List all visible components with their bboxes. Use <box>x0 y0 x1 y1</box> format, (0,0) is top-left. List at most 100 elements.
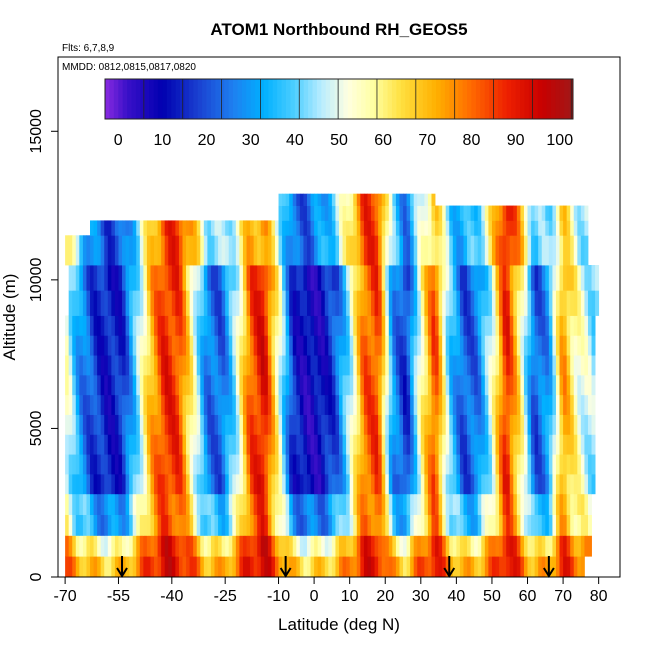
heatmap-cell <box>580 556 585 578</box>
heatmap-cell <box>200 514 205 536</box>
heatmap-cell <box>342 315 347 336</box>
heatmap-cell <box>456 514 461 536</box>
heatmap-cell <box>360 556 365 578</box>
heatmap-cell <box>321 473 326 495</box>
heatmap-cell <box>118 315 123 336</box>
heatmap-cell <box>317 454 322 475</box>
heatmap-cell <box>171 454 176 475</box>
flight-marker-arrowhead <box>543 567 555 578</box>
heatmap-cell <box>502 355 507 376</box>
heatmap-cell <box>324 220 329 236</box>
heatmap-cell <box>367 205 372 221</box>
heatmap-cell <box>328 414 333 435</box>
colorbar-swatch <box>140 79 146 119</box>
heatmap-cell <box>403 235 407 266</box>
heatmap-cell <box>456 434 461 455</box>
heatmap-cell <box>413 414 418 435</box>
heatmap-cell <box>82 355 87 376</box>
heatmap-cell <box>299 473 304 495</box>
heatmap-cell <box>232 493 237 515</box>
heatmap-cell <box>555 535 560 557</box>
heatmap-cell <box>207 514 212 536</box>
heatmap-cell <box>484 414 489 435</box>
heatmap-cell <box>420 290 425 316</box>
colorbar-swatch <box>325 79 331 119</box>
heatmap-cell <box>509 454 514 475</box>
heatmap-cell <box>196 315 201 336</box>
heatmap-cell <box>68 473 73 495</box>
heatmap-cell <box>502 493 507 515</box>
heatmap-cell <box>292 315 297 336</box>
heatmap-cell <box>363 235 368 266</box>
heatmap-cell <box>306 220 311 236</box>
heatmap-cell <box>328 493 333 515</box>
heatmap-cell <box>72 454 77 475</box>
heatmap-cell <box>136 473 141 495</box>
colorbar-swatch <box>387 79 393 119</box>
heatmap-cell <box>395 473 400 495</box>
heatmap-cell <box>314 205 319 221</box>
heatmap-cell <box>214 473 219 495</box>
heatmap-cell <box>438 493 443 515</box>
colorbar-tick-label: 80 <box>463 132 481 149</box>
heatmap-cell <box>260 315 265 336</box>
heatmap-cell <box>552 265 557 291</box>
heatmap-cell <box>164 220 169 236</box>
heatmap-cell <box>520 556 525 578</box>
heatmap-cell <box>388 535 393 557</box>
heatmap-cell <box>168 315 173 336</box>
heatmap-cell <box>65 315 70 336</box>
heatmap-cell <box>395 394 400 415</box>
heatmap-cell <box>523 235 528 266</box>
heatmap-cell <box>477 235 482 266</box>
heatmap-cell <box>538 220 543 236</box>
heatmap-cell <box>545 315 550 336</box>
heatmap-cell <box>314 235 319 266</box>
heatmap-cell <box>399 535 404 557</box>
heatmap-cell <box>378 220 383 236</box>
heatmap-cell <box>125 265 130 291</box>
heatmap-cell <box>118 493 123 515</box>
heatmap-cell <box>552 454 557 475</box>
heatmap-cell <box>452 493 457 515</box>
heatmap-cell <box>271 434 276 455</box>
heatmap-cell <box>186 220 191 236</box>
heatmap-cell <box>381 220 386 236</box>
heatmap-cell <box>424 290 429 316</box>
heatmap-cell <box>164 374 169 396</box>
heatmap-cell <box>481 414 486 435</box>
heatmap-cell <box>68 493 73 515</box>
heatmap-cell <box>367 514 372 536</box>
heatmap-cell <box>584 290 589 316</box>
heatmap-cell <box>467 355 472 376</box>
heatmap-cell <box>356 434 361 455</box>
heatmap-cell <box>552 394 557 415</box>
heatmap-cell <box>228 355 233 376</box>
heatmap-cell <box>523 374 528 396</box>
heatmap-cell <box>438 434 443 455</box>
heatmap-cell <box>413 434 418 455</box>
heatmap-cell <box>228 315 233 336</box>
heatmap-cell <box>410 454 415 475</box>
heatmap-cell <box>232 220 237 236</box>
heatmap-cell <box>82 235 87 266</box>
heatmap-cell <box>111 493 116 515</box>
heatmap-cell <box>107 493 112 515</box>
heatmap-cell <box>210 414 215 435</box>
heatmap-cell <box>118 265 123 291</box>
heatmap-cell <box>484 235 489 266</box>
heatmap-cell <box>566 434 571 455</box>
heatmap-cell <box>566 535 571 557</box>
heatmap-cell <box>406 205 411 221</box>
heatmap-cell <box>257 394 262 415</box>
heatmap-cell <box>392 414 397 435</box>
heatmap-cell <box>577 235 582 266</box>
heatmap-cell <box>317 556 322 578</box>
heatmap-cell <box>86 374 91 396</box>
heatmap-cell <box>438 473 443 495</box>
heatmap-cell <box>499 374 504 396</box>
heatmap-cell <box>232 394 237 415</box>
heatmap-cell <box>143 454 148 475</box>
heatmap-cell <box>242 556 247 578</box>
heatmap-cell <box>509 235 514 266</box>
